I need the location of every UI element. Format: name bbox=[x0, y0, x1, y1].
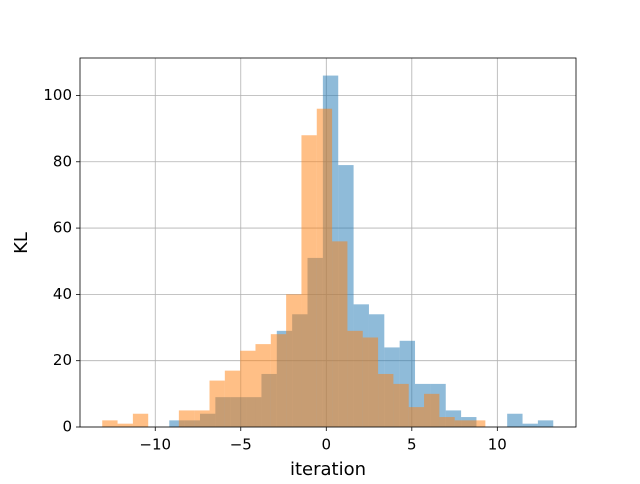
x-axis-label: iteration bbox=[290, 459, 366, 480]
histogram-bar bbox=[286, 294, 302, 427]
histogram-bar bbox=[178, 410, 195, 427]
y-tick-label: 40 bbox=[53, 285, 72, 303]
y-tick-label: 100 bbox=[43, 86, 72, 104]
plot-frame bbox=[79, 57, 577, 428]
histogram-bar bbox=[537, 420, 554, 427]
histogram-bar bbox=[522, 423, 538, 427]
histogram-bar bbox=[470, 420, 486, 427]
histogram-bar bbox=[270, 334, 287, 427]
histogram-bar bbox=[507, 413, 523, 427]
x-tick-label: 5 bbox=[407, 436, 417, 454]
histogram-bar bbox=[169, 420, 185, 427]
y-tick-label: 60 bbox=[53, 219, 72, 237]
histogram-bar bbox=[378, 373, 394, 427]
x-tick-label: 10 bbox=[488, 436, 507, 454]
histogram-bar bbox=[224, 370, 241, 427]
histogram-bar bbox=[408, 407, 425, 427]
histogram-bar bbox=[424, 393, 440, 427]
histogram-bar bbox=[132, 413, 149, 427]
histogram-bar bbox=[102, 420, 118, 427]
histogram-bar bbox=[117, 423, 133, 427]
histogram-bar bbox=[454, 420, 471, 427]
x-tick-label: −10 bbox=[139, 436, 171, 454]
histogram-bar bbox=[347, 330, 363, 427]
histogram-bar bbox=[240, 350, 256, 427]
y-tick-label: 20 bbox=[53, 351, 72, 369]
histogram-bar bbox=[301, 135, 317, 427]
histogram-bar bbox=[332, 241, 348, 427]
y-axis-label: KL bbox=[11, 232, 32, 254]
histogram-bar bbox=[439, 417, 455, 427]
y-tick-label: 0 bbox=[62, 418, 72, 436]
histogram-bar bbox=[316, 108, 333, 427]
histogram-bar bbox=[393, 383, 409, 427]
x-tick-label: 0 bbox=[322, 436, 332, 454]
histogram-bar bbox=[194, 410, 210, 427]
x-tick-label: −5 bbox=[230, 436, 252, 454]
histogram-bar bbox=[209, 380, 225, 427]
y-tick-label: 80 bbox=[53, 152, 72, 170]
histogram-bar bbox=[362, 337, 379, 427]
histogram-bar bbox=[255, 344, 271, 427]
